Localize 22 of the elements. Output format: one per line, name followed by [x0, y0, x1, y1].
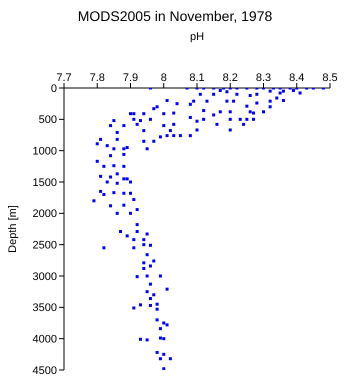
- x-tick-label: 8: [160, 72, 167, 84]
- y-tick-label: 2000: [32, 208, 57, 220]
- x-tick-label: 7.7: [56, 72, 72, 84]
- x-axis-title: pH: [190, 31, 204, 43]
- y-tick-label: 3000: [32, 270, 57, 283]
- x-tick-label: 7.8: [90, 72, 105, 84]
- x-tick-label: 8.3: [256, 72, 272, 84]
- x-tick-label: 8.2: [222, 72, 238, 84]
- y-tick-label: 500: [38, 114, 57, 126]
- y-tick-label: 4500: [32, 364, 57, 377]
- y-axis-title: Depth [m]: [6, 205, 19, 253]
- x-tick-label: 8.4: [289, 72, 304, 84]
- x-tick-label: 8.1: [189, 72, 205, 84]
- y-tick-label: 1500: [32, 176, 57, 189]
- chart-title: MODS2005 in November, 1978: [76, 8, 274, 26]
- x-tick-label: 7.9: [122, 72, 138, 84]
- x-tick-label: 8.5: [322, 72, 338, 84]
- y-tick-label: 1000: [32, 146, 57, 158]
- y-tick-label: 2500: [32, 240, 57, 252]
- y-tick-label: 4000: [32, 334, 57, 346]
- y-tick-label: 0: [50, 82, 57, 95]
- y-tick-label: 3500: [32, 302, 57, 314]
